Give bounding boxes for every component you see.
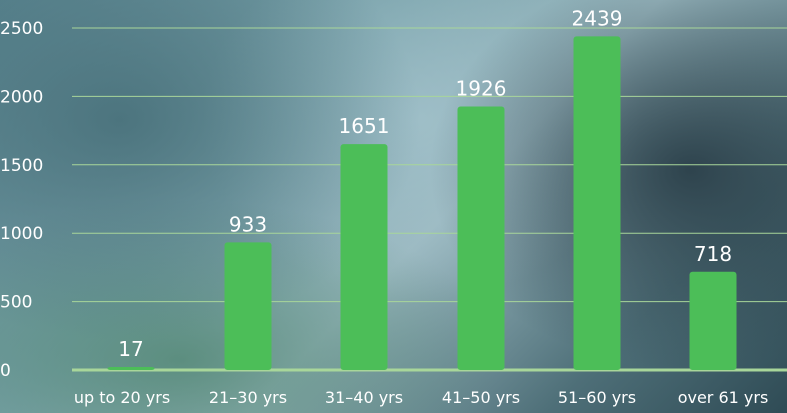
data-label: 718 (694, 242, 732, 266)
data-label: 933 (229, 212, 267, 236)
x-category-label: up to 20 yrs (74, 388, 170, 407)
grid-lines (72, 27, 787, 372)
y-tick-label: 2500 (0, 19, 43, 39)
x-category-label: 41–50 yrs (442, 388, 520, 407)
y-tick-label: 1000 (0, 224, 43, 244)
y-tick-label: 2000 (0, 87, 43, 107)
bar (457, 106, 505, 371)
x-category-label: over 61 yrs (678, 388, 769, 407)
data-label: 1926 (456, 77, 507, 101)
y-axis-ticks: 0 500 1000 1500 2000 2500 (0, 19, 43, 381)
bar (573, 36, 621, 371)
bar (224, 242, 272, 370)
x-category-label: 31–40 yrs (325, 388, 403, 407)
y-tick-label: 1500 (0, 156, 43, 176)
bar (340, 144, 388, 370)
y-tick-label: 0 (0, 361, 11, 381)
data-label: 17 (118, 337, 143, 361)
y-tick-label: 500 (0, 293, 32, 313)
data-label: 1651 (339, 114, 390, 138)
bars (107, 36, 737, 371)
x-category-label: 21–30 yrs (209, 388, 287, 407)
data-label: 2439 (572, 6, 623, 30)
bar (689, 271, 737, 370)
bar (107, 367, 155, 370)
x-axis-categories: up to 20 yrs 21–30 yrs 31–40 yrs 41–50 y… (74, 388, 768, 407)
data-labels: 17 933 1651 1926 2439 718 (118, 6, 732, 361)
x-category-label: 51–60 yrs (558, 388, 636, 407)
